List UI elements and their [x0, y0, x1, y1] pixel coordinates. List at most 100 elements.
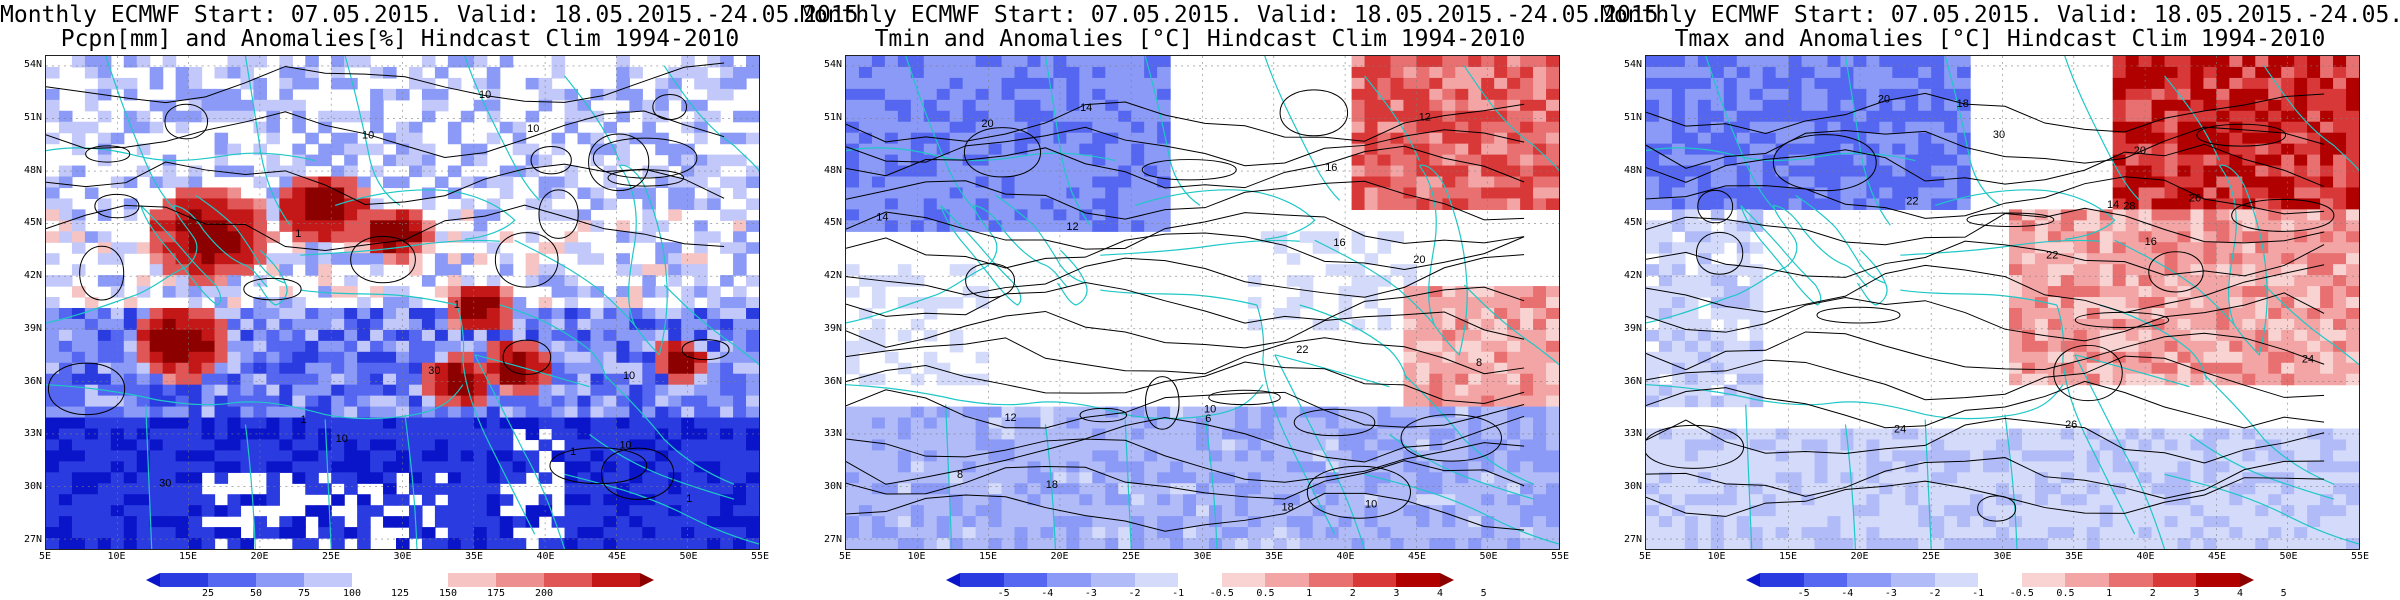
- longitude-label: 35E: [464, 551, 484, 562]
- contour-label: 1: [570, 446, 576, 458]
- latitude-label: 42N: [23, 270, 42, 282]
- colorbar-segment: [1178, 573, 1222, 587]
- colorbar-tick-label: -2: [1128, 588, 1141, 599]
- map-area: 30 10 1 30 10 10 10 10 1 1 1 1 10: [45, 55, 760, 550]
- contour-label: 8: [1476, 357, 1482, 369]
- contour-label: 12: [1419, 112, 1431, 124]
- coastlines: [846, 56, 1559, 549]
- colorbar-segment: [1934, 573, 1979, 587]
- longitude-label: 5E: [838, 551, 852, 562]
- colorbar-arrow-right: [640, 573, 654, 587]
- colorbar-tick-label: 5: [1480, 588, 1487, 599]
- latitude-label: 39N: [23, 322, 42, 334]
- latitude-label: 54N: [1623, 59, 1642, 70]
- contour-label: 12: [1066, 221, 1078, 233]
- contour-label: 10: [362, 129, 374, 141]
- map-svg: 30 10 1 30 10 10 10 10 1 1 1 1 10: [46, 56, 759, 549]
- contour-label: 20: [2134, 145, 2146, 157]
- longitude-label: 20E: [1050, 551, 1069, 562]
- colorbar-tick-label: 5: [2280, 588, 2287, 599]
- colorbar-tick-label: -0.5: [2009, 588, 2034, 599]
- latitude-label: 27N: [23, 534, 42, 545]
- contour-label: 16: [2145, 236, 2157, 248]
- contour-lines: [1646, 92, 2335, 522]
- longitude-label: 45E: [607, 551, 627, 562]
- colorbar-tick-label: 75: [297, 588, 311, 599]
- contour-labels: 30 10 1 30 10 10 10 10 1 1 1 1 10: [159, 89, 692, 505]
- longitude-label: 15E: [978, 551, 998, 562]
- colorbar-segment: [1352, 573, 1397, 587]
- colorbar-segment: [352, 573, 400, 587]
- colorbar-tick-label: 150: [438, 588, 458, 599]
- latitude-label: 51N: [1623, 111, 1642, 123]
- longitude-label: 25E: [321, 551, 341, 562]
- colorbar-tick-label: 25: [201, 588, 215, 599]
- latitude-label: 36N: [1623, 375, 1642, 387]
- graticule: [46, 56, 759, 549]
- colorbar-segment: [2152, 573, 2197, 587]
- colorbar-segment: [208, 573, 256, 587]
- colorbar-tick-label: -4: [1041, 588, 1054, 599]
- anomaly-field: [846, 56, 1559, 549]
- anomaly-field: [46, 56, 759, 549]
- colorbar-segment: [1265, 573, 1310, 587]
- longitude-label: 40E: [2136, 551, 2155, 562]
- colorbar-segment: [2065, 573, 2110, 587]
- longitude-label: 25E: [1121, 551, 1141, 562]
- longitude-label: 15E: [178, 551, 198, 562]
- colorbar-segment: [256, 573, 304, 587]
- latitude-label: 39N: [823, 322, 842, 334]
- colorbar-strip: [1760, 573, 2241, 587]
- map-svg: 16 14 18 20 22 24 26 28 30 20 22 24 26: [1646, 56, 2359, 549]
- contour-label: 10: [619, 439, 631, 451]
- longitude-label: 50E: [1479, 551, 1498, 562]
- latitude-label: 27N: [1623, 534, 1642, 545]
- latitude-label: 36N: [823, 375, 842, 387]
- contour-label: 20: [1413, 254, 1425, 266]
- colorbar-segment: [1047, 573, 1091, 587]
- panel-title-line1: Monthly ECMWF Start: 07.05.2015. Valid: …: [0, 2, 873, 28]
- contour-label: 24: [1894, 424, 1906, 436]
- contour-label: 14: [1080, 102, 1092, 114]
- colorbar-segment: [1890, 573, 1935, 587]
- map-area: 8 10 6 8 10 12 14 16 18 20 22 12 14 16 18 20 12: [845, 55, 1560, 550]
- colorbar-tick-label: 2: [2149, 588, 2156, 599]
- colorbar-tick-label: -5: [997, 588, 1010, 599]
- longitude-label: 55E: [750, 551, 770, 562]
- latitude-label: 48N: [823, 164, 842, 176]
- longitude-label: 5E: [1638, 551, 1652, 562]
- latitude-label: 36N: [23, 375, 42, 387]
- contour-labels: 16 14 18 20 22 24 26 28 30 20 22 24 26: [1878, 94, 2314, 436]
- colorbar-tick-label: 50: [249, 588, 263, 599]
- contour-label: 18: [1957, 98, 1969, 110]
- longitude-label: 20E: [1850, 551, 1869, 562]
- colorbar-arrow-left: [946, 573, 960, 587]
- panel-title-line1: Monthly ECMWF Start: 07.05.2015. Valid: …: [800, 2, 1673, 28]
- colorbar-segment: [1134, 573, 1179, 587]
- colorbar-tick-label: -1: [1972, 588, 1985, 599]
- colorbar-tick-label: -5: [1797, 588, 1810, 599]
- colorbar-arrow-left: [1746, 573, 1760, 587]
- contour-label: 30: [1993, 129, 2005, 141]
- contour-label: 22: [1296, 344, 1308, 356]
- longitude-label: 45E: [2207, 551, 2227, 562]
- colorbar-tick-label: 3: [2193, 588, 2200, 599]
- contour-label: 6: [1205, 413, 1211, 425]
- colorbar-segment: [1221, 573, 1266, 587]
- contour-label: 10: [623, 370, 635, 382]
- colorbar-segment: [496, 573, 544, 587]
- contour-label: 30: [428, 365, 440, 377]
- longitude-label: 5E: [38, 551, 52, 562]
- colorbar-tick-label: -3: [1084, 588, 1097, 599]
- latitude-label: 51N: [23, 111, 42, 123]
- colorbar-segment: [1003, 573, 1048, 587]
- contour-label: 18: [1282, 501, 1294, 513]
- colorbar-segment: [592, 573, 640, 587]
- contour-label: 1: [454, 299, 460, 311]
- tmin-panel: Monthly ECMWF Start: 07.05.2015. Valid: …: [800, 0, 1673, 600]
- latitude-label: 42N: [1623, 270, 1642, 282]
- colorbar-tick-label: -1: [1172, 588, 1185, 599]
- colorbar-tick-label: 200: [534, 588, 554, 599]
- latitude-label: 33N: [1623, 428, 1642, 440]
